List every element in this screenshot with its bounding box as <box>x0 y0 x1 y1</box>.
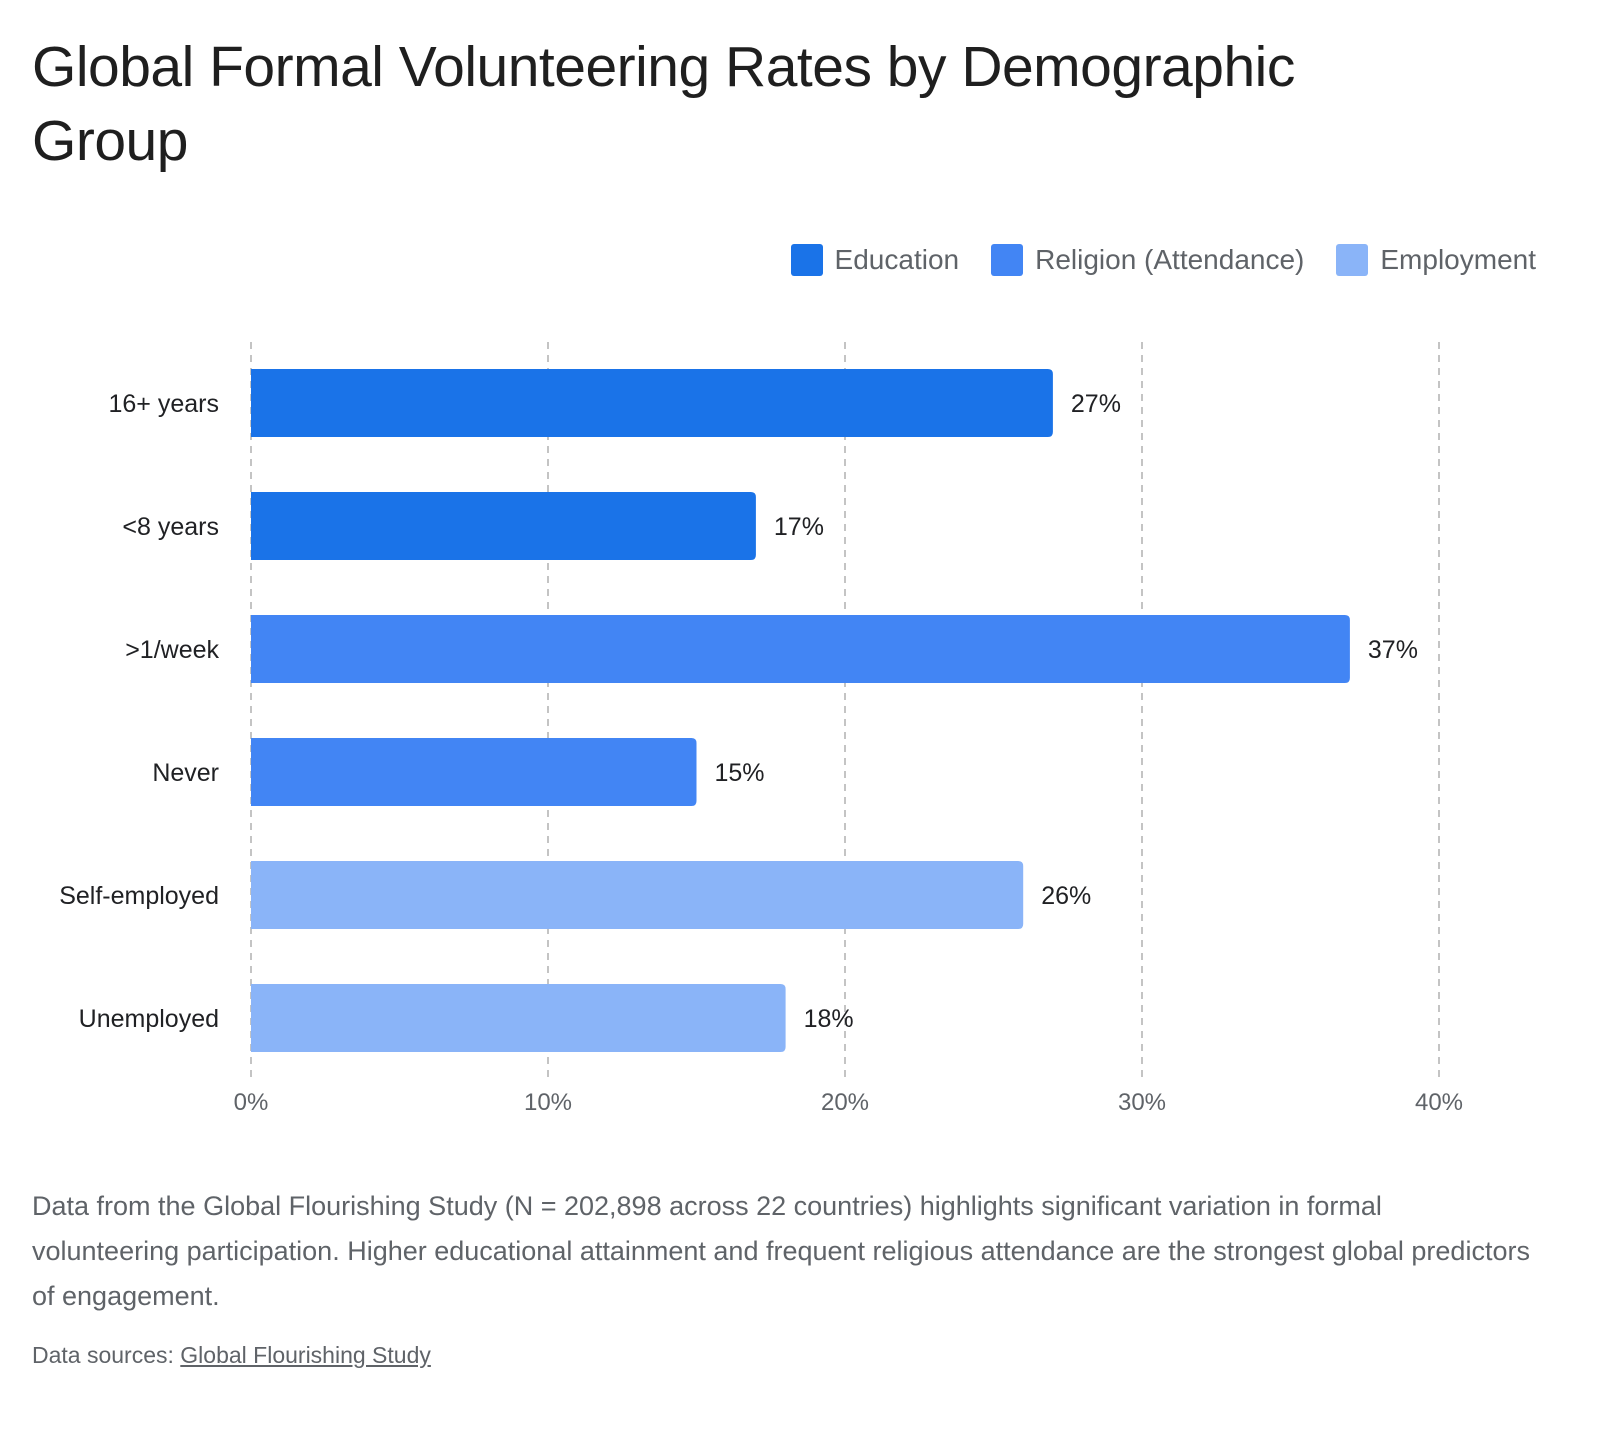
data-sources: Data sources: Global Flourishing Study <box>32 1342 431 1369</box>
legend-label-religion: Religion (Attendance) <box>1035 244 1305 275</box>
bar-value-label: 17% <box>774 513 824 541</box>
chart-caption: Data from the Global Flourishing Study (… <box>32 1191 1530 1311</box>
legend-swatch-religion <box>991 244 1024 276</box>
legend-swatch-employment <box>1336 244 1369 276</box>
legend-item-education: Education <box>790 244 960 276</box>
data-sources-prefix: Data sources: <box>32 1342 174 1368</box>
bar-chart: 0% 10% 20% 30% 40% 16+ years 27% <8 years 17% >1/… <box>59 342 1463 1116</box>
chart-title: Global Formal Volunteering Rates by Demo… <box>32 35 1295 173</box>
legend: Education Religion (Attendance) Employme… <box>790 244 1536 276</box>
bar <box>251 984 786 1052</box>
bar <box>251 492 756 560</box>
y-category-label: >1/week <box>125 636 219 664</box>
bar-value-label: 15% <box>715 759 765 787</box>
y-category-label: Never <box>152 759 219 787</box>
bar <box>251 369 1053 437</box>
x-tick-label: 0% <box>234 1089 269 1116</box>
y-category-label: Self-employed <box>59 882 219 910</box>
data-source-link[interactable]: Global Flourishing Study <box>180 1342 431 1368</box>
x-tick-label: 10% <box>524 1089 572 1116</box>
bar-value-label: 26% <box>1041 882 1091 910</box>
bar-value-label: 18% <box>804 1005 854 1033</box>
legend-label-employment: Employment <box>1380 244 1536 275</box>
y-category-label: Unemployed <box>79 1005 219 1033</box>
bar <box>251 615 1350 683</box>
legend-item-employment: Employment <box>1336 244 1536 276</box>
legend-item-religion: Religion (Attendance) <box>991 244 1304 276</box>
bar-value-label: 27% <box>1071 390 1121 418</box>
legend-swatch-education <box>790 244 823 276</box>
x-tick-label: 30% <box>1118 1089 1166 1116</box>
y-category-label: <8 years <box>122 513 219 541</box>
legend-label-education: Education <box>834 244 960 275</box>
bar <box>251 861 1024 929</box>
x-tick-label: 20% <box>821 1089 869 1116</box>
y-category-label: 16+ years <box>109 390 220 418</box>
x-tick-label: 40% <box>1415 1089 1463 1116</box>
bar <box>251 738 697 806</box>
bar-value-label: 37% <box>1368 636 1418 664</box>
